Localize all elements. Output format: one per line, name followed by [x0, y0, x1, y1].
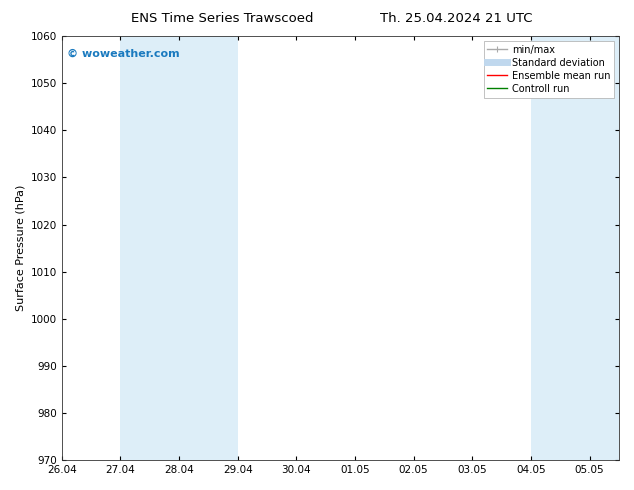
Text: ENS Time Series Trawscoed: ENS Time Series Trawscoed: [131, 12, 313, 25]
Text: © woweather.com: © woweather.com: [67, 49, 180, 59]
Text: Th. 25.04.2024 21 UTC: Th. 25.04.2024 21 UTC: [380, 12, 533, 25]
Legend: min/max, Standard deviation, Ensemble mean run, Controll run: min/max, Standard deviation, Ensemble me…: [484, 41, 614, 98]
Bar: [590, 36, 619, 460]
Bar: [120, 36, 179, 460]
Bar: [531, 36, 590, 460]
Bar: [179, 36, 238, 460]
Y-axis label: Surface Pressure (hPa): Surface Pressure (hPa): [15, 185, 25, 311]
